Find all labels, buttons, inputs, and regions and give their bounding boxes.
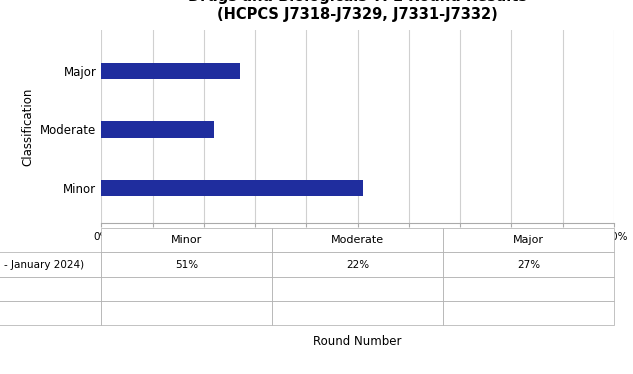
Bar [101,180,363,196]
Bar [101,121,214,138]
Title: Drugs and Biologicals TPE Round Results
(HCPCS J7318-J7329, J7331-J7332): Drugs and Biologicals TPE Round Results … [188,0,527,22]
Text: Round Number: Round Number [313,335,402,348]
Y-axis label: Classification: Classification [22,88,35,166]
Bar [101,63,240,79]
